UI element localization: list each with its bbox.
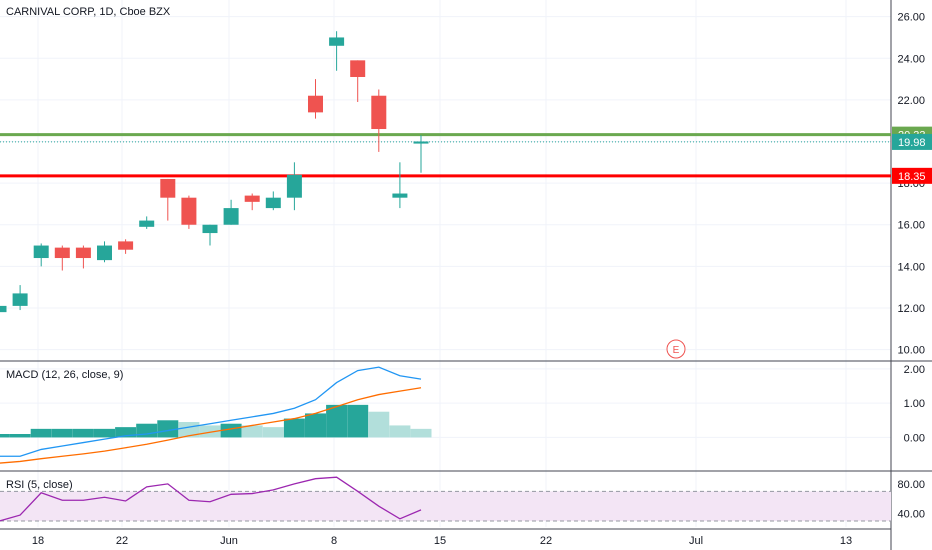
price-axis-tick-label: 24.00 [897,53,925,65]
candle-body-16 [329,37,345,46]
macd-histogram-bar-5 [94,428,115,438]
macd-histogram-bar-2 [30,428,52,438]
macd-histogram-bar-20 [410,428,432,438]
candle-body-9 [181,197,197,225]
macd-histogram-bar-11 [220,423,242,438]
macd-histogram-bar-6 [115,427,137,438]
rsi-title: RSI (5, close) [6,479,73,491]
price-axis-tick-label: 12.00 [897,303,925,315]
candle-body-12 [244,195,260,202]
macd-histogram-bar-16 [326,404,348,438]
candle-body-11 [223,208,239,225]
price-axis-tick-label: 14.00 [897,261,925,273]
rsi-band [0,491,891,522]
support-level-tag-label: 18.35 [898,171,926,183]
macd-histogram-bar-17 [347,404,369,438]
candle-body-20 [413,141,429,144]
support-level-tag [892,167,932,184]
price-axis-tick-label: 22.00 [897,95,925,107]
candle-body-3 [54,247,70,259]
candle-body-5 [97,245,112,261]
candle-body-17 [350,60,366,77]
macd-histogram-bar-12 [241,425,263,438]
candle-body-7 [139,220,155,227]
time-axis-tick-label: 13 [840,535,852,547]
macd-histogram-bar-19 [389,425,411,438]
candle-body-4 [75,247,91,259]
macd-signal-line [0,387,422,464]
macd-histogram-bar-10 [199,425,221,438]
candle-body-18 [371,95,387,130]
price-axis-tick-label: 26.00 [897,12,925,24]
earnings-marker-icon [666,339,686,359]
macd-histogram-bar-1 [9,434,31,438]
last-price-tag-label: 19.98 [898,137,926,149]
price-axis-tick-label: 16.00 [897,220,925,232]
time-axis-tick-label: 22 [116,535,128,547]
candle-body-15 [308,95,323,113]
macd-histogram-bar-4 [72,428,94,438]
candle-body-14 [286,174,302,198]
rsi-axis-tick-label: 40.00 [897,509,925,521]
macd-histogram-bar-15 [305,413,326,438]
macd-axis-tick-label: 1.00 [904,398,925,410]
earnings-marker-label: E [673,345,680,356]
time-axis-tick-label: 15 [434,535,446,547]
candle-body-19 [392,193,408,198]
macd-histogram-bar-13 [262,427,284,438]
rsi-axis-tick-label: 80.00 [897,479,925,491]
candle-body-0 [0,305,7,313]
last-price-tag [892,133,932,150]
macd-histogram-bar-0 [0,434,10,438]
candle-body-1 [12,293,28,306]
symbol-title: CARNIVAL CORP, 1D, Cboe BZX [6,6,171,18]
candle-body-13 [265,197,281,209]
macd-histogram-bar-14 [283,418,305,438]
macd-axis-tick-label: 2.00 [904,364,925,376]
macd-histogram-bar-8 [157,420,179,438]
macd-histogram-bar-7 [136,423,158,438]
candle-body-10 [202,224,218,234]
macd-histogram-bar-18 [368,411,390,438]
time-axis-tick-label: Jun [220,535,238,547]
macd-axis-tick-label: 0.00 [904,432,925,444]
time-axis-tick-label: Jul [689,535,703,547]
candle-body-8 [160,178,176,198]
candle-body-6 [118,241,134,250]
candle-body-2 [33,245,49,259]
macd-title: MACD (12, 26, close, 9) [6,369,124,381]
time-axis-tick-label: 22 [540,535,552,547]
time-axis-tick-label: 18 [32,535,44,547]
time-axis-tick-label: 8 [331,535,337,547]
rsi-line [0,476,422,522]
macd-histogram-bar-3 [51,428,73,438]
macd-line [0,366,422,457]
price-axis-tick-label: 10.00 [897,345,925,357]
